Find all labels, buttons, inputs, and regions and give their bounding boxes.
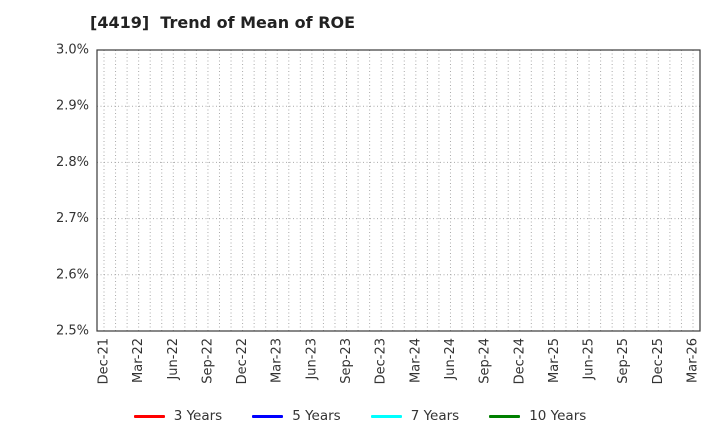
x-tick-label: Mar-23 <box>270 338 285 383</box>
x-tick-label: Sep-23 <box>339 338 354 384</box>
plot-border <box>96 49 701 332</box>
x-tick-label: Mar-25 <box>547 338 562 383</box>
legend-label-10-years: 10 Years <box>529 408 587 424</box>
x-tick-label: Mar-24 <box>408 338 423 383</box>
x-tick-label: Jun-25 <box>582 338 597 381</box>
x-tick-label: Mar-22 <box>131 338 146 383</box>
x-tick-label: Dec-23 <box>374 338 389 384</box>
x-tick-label: Jun-22 <box>166 338 181 381</box>
legend-line-5-years <box>252 414 284 418</box>
legend-line-3-years <box>133 414 165 418</box>
legend-item-5-years: 5 Years <box>252 408 341 424</box>
legend-item-7-years: 7 Years <box>370 408 460 424</box>
chart-title: [4419] Trend of Mean of ROE <box>90 13 356 32</box>
legend-item-3-years: 3 Years <box>133 408 223 424</box>
legend-line-10-years <box>489 414 521 418</box>
legend: 3 Years 5 Years 7 Years 10 Years <box>0 403 720 429</box>
legend-label-5-years: 5 Years <box>292 408 341 424</box>
y-tick-label: 2.8% <box>56 155 89 170</box>
x-tick-label: Jun-24 <box>443 338 458 381</box>
legend-item-10-years: 10 Years <box>489 408 586 424</box>
x-tick-label: Dec-22 <box>235 338 250 384</box>
y-tick-label: 2.6% <box>56 267 89 282</box>
x-tick-label: Mar-26 <box>686 338 701 383</box>
legend-label-3-years: 3 Years <box>173 408 223 424</box>
x-tick-label: Sep-24 <box>478 338 493 384</box>
x-tick-label: Sep-25 <box>616 338 631 384</box>
y-tick-label: 3.0% <box>56 43 89 58</box>
x-tick-label: Sep-22 <box>200 338 215 384</box>
y-tick-label: 2.5% <box>56 324 89 339</box>
legend-label-7-years: 7 Years <box>410 408 460 424</box>
legend-line-7-years <box>370 414 402 418</box>
x-tick-label: Dec-24 <box>512 338 527 384</box>
x-tick-label: Dec-21 <box>97 338 112 384</box>
x-tick-label: Dec-25 <box>651 338 666 384</box>
x-tick-label: Jun-23 <box>304 338 319 381</box>
y-tick-label: 2.7% <box>56 211 89 226</box>
y-tick-label: 2.9% <box>56 99 89 114</box>
